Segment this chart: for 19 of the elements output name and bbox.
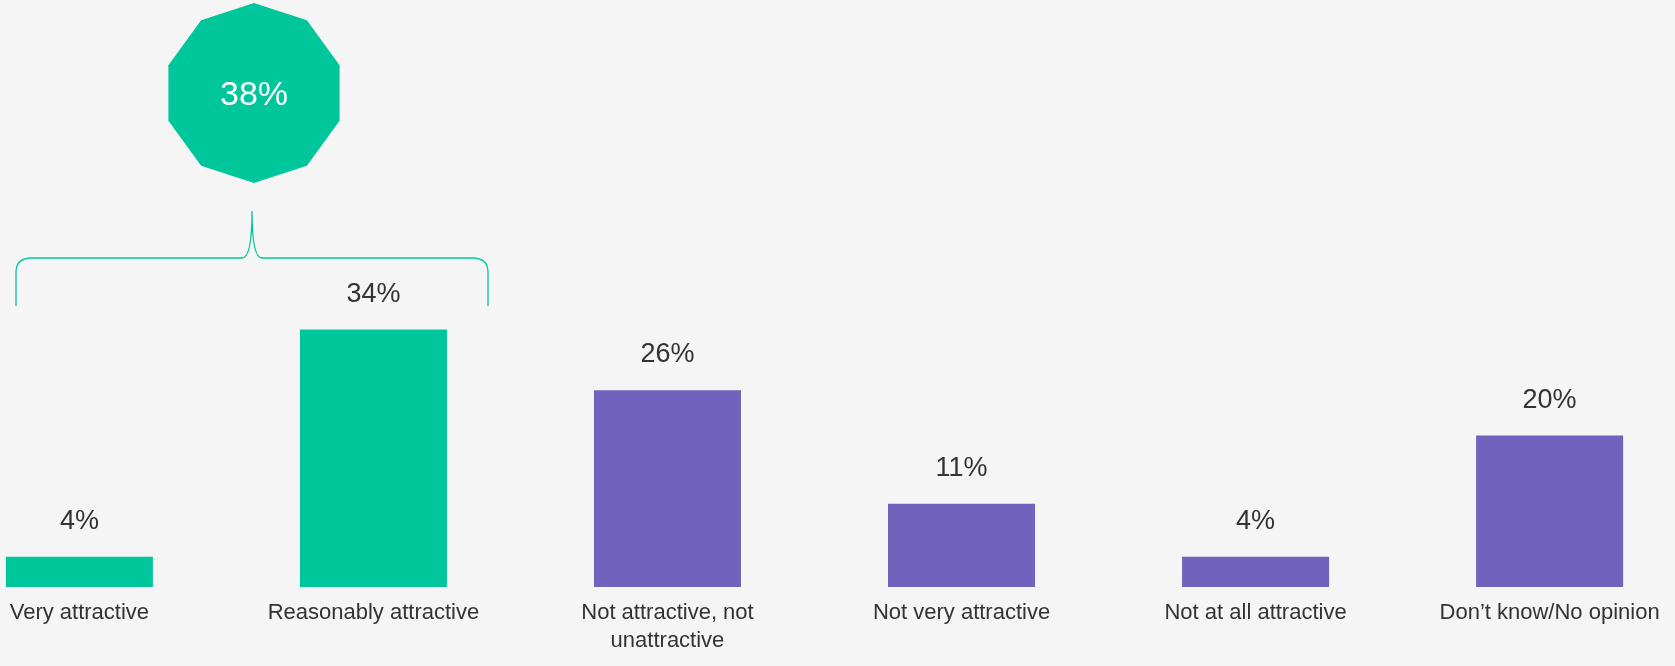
bar <box>888 503 1036 587</box>
x-tick-label: Not at all attractive <box>1164 598 1347 624</box>
data-label: 26% <box>640 338 695 369</box>
text: 38% <box>218 73 290 114</box>
data-label: 4% <box>59 504 99 535</box>
bar <box>299 329 447 587</box>
bar <box>5 556 153 587</box>
bar <box>593 390 741 587</box>
x-tick-label: Reasonably attractive <box>267 598 480 624</box>
data-label: 34% <box>346 277 401 308</box>
bar <box>1182 556 1330 587</box>
bar <box>1476 435 1624 587</box>
data-label: 11% <box>935 451 988 482</box>
data-label: 4% <box>1236 504 1276 535</box>
data-label: 20% <box>1522 383 1577 414</box>
x-tick-label: Very attractive <box>9 598 150 624</box>
x-tick-label: Don’t know/No opinion <box>1439 598 1660 624</box>
x-tick-label: Not very attractive <box>872 598 1051 624</box>
x-tick-label: Not attractive, not unattractive <box>581 598 754 652</box>
